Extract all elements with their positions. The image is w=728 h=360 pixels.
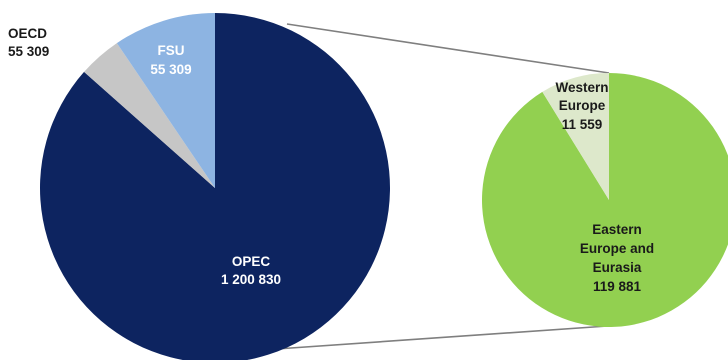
eastern-europe-label-line1: Eastern <box>592 222 642 237</box>
connector-line-bottom <box>261 324 623 351</box>
slice-opec <box>40 13 390 360</box>
opec-label-value: 1 200 830 <box>221 272 281 287</box>
western-europe-label-line2: Europe <box>559 98 606 113</box>
eastern-europe-label-value: 119 881 <box>593 279 642 294</box>
slice-oecd <box>84 43 215 189</box>
secondary-pie <box>482 73 728 327</box>
main-pie <box>40 13 390 360</box>
western-europe-label-line1: Western <box>555 80 608 95</box>
slice-eastern-europe-and-eurasia <box>482 73 728 327</box>
western-europe-label-value: 11 559 <box>562 117 603 132</box>
oecd-label-value: 55 309 <box>8 44 49 59</box>
eastern-europe-label-line3: Eurasia <box>593 260 642 275</box>
fsu-label-name: FSU <box>158 43 185 58</box>
eastern-europe-label-line2: Europe and <box>580 241 654 256</box>
oecd-label-name: OECD <box>8 26 47 41</box>
slice-fsu <box>116 13 215 188</box>
fsu-label-value: 55 309 <box>150 62 191 77</box>
slice-western-europe <box>542 73 609 200</box>
connector-line-top <box>286 23 610 74</box>
opec-label-name: OPEC <box>232 254 271 269</box>
connector-lines <box>261 23 623 351</box>
